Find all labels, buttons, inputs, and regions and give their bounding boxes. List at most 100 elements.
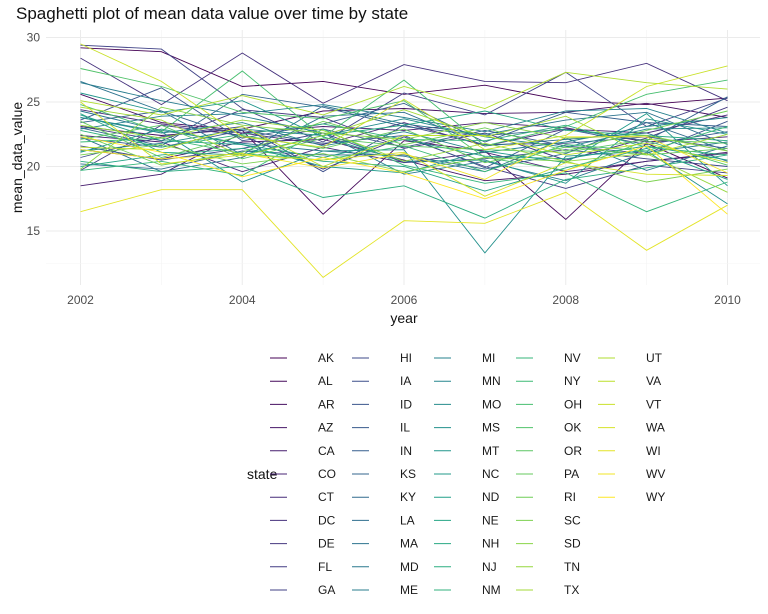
- legend-label: MN: [482, 374, 501, 388]
- legend-item-nc: NC: [434, 467, 500, 481]
- x-tick-label: 2004: [229, 293, 256, 307]
- legend-item-ar: AR: [270, 397, 335, 411]
- legend-item-mi: MI: [434, 351, 495, 365]
- legend-item-mn: MN: [434, 374, 501, 388]
- legend-label: IL: [400, 421, 410, 435]
- legend-label: DC: [318, 513, 336, 527]
- legend-item-ky: KY: [352, 490, 416, 504]
- series-line-ok: [80, 68, 728, 171]
- x-tick-label: 2002: [67, 293, 94, 307]
- legend-item-ny: NY: [516, 374, 581, 388]
- legend-item-il: IL: [352, 421, 410, 435]
- series-line-ga: [80, 44, 728, 143]
- series-line-nj: [80, 154, 728, 219]
- legend-item-mt: MT: [434, 444, 500, 458]
- legend-label: MD: [400, 560, 419, 574]
- series-line-mi: [80, 104, 728, 134]
- legend-item-nd: ND: [434, 490, 500, 504]
- legend-item-wy: WY: [598, 490, 665, 504]
- series-line-tx: [80, 106, 728, 157]
- legend-label: MO: [482, 397, 501, 411]
- legend-label: SD: [564, 537, 581, 551]
- legend-label: WV: [646, 467, 665, 481]
- legend-item-in: IN: [352, 444, 412, 458]
- legend-item-ga: GA: [270, 583, 335, 597]
- series-line-oh: [80, 70, 728, 147]
- legend-item-va: VA: [598, 374, 661, 388]
- legend-label: SC: [564, 513, 581, 527]
- y-tick-label: 25: [27, 95, 41, 109]
- legend-item-hi: HI: [352, 351, 412, 365]
- legend-item-pa: PA: [516, 467, 579, 481]
- series-line-dc: [80, 52, 728, 106]
- legend-label: RI: [564, 490, 576, 504]
- legend-item-az: AZ: [270, 421, 333, 435]
- legend-label: NC: [482, 467, 500, 481]
- legend-item-ks: KS: [352, 467, 416, 481]
- series-line-me: [80, 82, 728, 182]
- y-axis-label: mean_data_value: [9, 102, 25, 214]
- legend-item-vt: VT: [598, 397, 662, 411]
- series-line-pa: [80, 120, 728, 164]
- legend-label: HI: [400, 351, 412, 365]
- series-line-nh: [80, 110, 728, 156]
- legend-label: CT: [318, 490, 335, 504]
- legend-label: KS: [400, 467, 416, 481]
- legend-item-sd: SD: [516, 537, 581, 551]
- legend-label: IA: [400, 374, 411, 388]
- x-tick-label: 2010: [714, 293, 741, 307]
- legend-label: UT: [646, 351, 663, 365]
- legend-item-mo: MO: [434, 397, 501, 411]
- legend-item-md: MD: [352, 560, 419, 574]
- legend-item-me: ME: [352, 583, 418, 597]
- legend-label: CA: [318, 444, 335, 458]
- legend-label: FL: [318, 560, 332, 574]
- legend-label: GA: [318, 583, 335, 597]
- y-tick-label: 15: [27, 224, 41, 238]
- legend-item-id: ID: [352, 397, 412, 411]
- legend-title: state: [247, 466, 278, 482]
- y-tick-label: 30: [27, 31, 41, 45]
- axis-ticks: 2002 2004 2006 2008 2010 15 20 25 30: [27, 31, 742, 308]
- legend-item-or: OR: [516, 444, 582, 458]
- legend-label: MA: [400, 537, 418, 551]
- legend-label: OK: [564, 421, 581, 435]
- legend-label: AZ: [318, 421, 333, 435]
- series-line-ma: [80, 80, 728, 156]
- series-line-nv: [80, 128, 728, 213]
- legend-label: NM: [482, 583, 501, 597]
- series-line-or: [80, 124, 728, 160]
- legend-item-wv: WV: [598, 467, 665, 481]
- legend-item-al: AL: [270, 374, 333, 388]
- legend-item-ia: IA: [352, 374, 411, 388]
- legend-item-ms: MS: [434, 421, 500, 435]
- legend-label: WI: [646, 444, 661, 458]
- series-line-wy: [80, 136, 728, 215]
- legend-item-nj: NJ: [434, 560, 497, 574]
- legend-item-wi: WI: [598, 444, 661, 458]
- legend-item-ak: AK: [270, 351, 334, 365]
- series-line-ut: [80, 71, 728, 116]
- legend-label: KY: [400, 490, 416, 504]
- series-line-vt: [80, 43, 728, 151]
- legend-label: DE: [318, 537, 335, 551]
- legend-label: CO: [318, 467, 336, 481]
- legend-item-dc: DC: [270, 513, 336, 527]
- legend-label: IN: [400, 444, 412, 458]
- series-line-mo: [80, 118, 728, 152]
- legend-label: LA: [400, 513, 415, 527]
- legend-label: MT: [482, 444, 500, 458]
- series-line-de: [80, 106, 728, 161]
- legend-label: VT: [646, 397, 662, 411]
- legend-label: TN: [564, 560, 580, 574]
- legend-item-de: DE: [270, 537, 335, 551]
- legend-item-nh: NH: [434, 537, 499, 551]
- legend-item-fl: FL: [270, 560, 332, 574]
- legend: state AK AL AR AZ CA CO CT DC DE FL GA HI IA ID IL IN KS K…: [247, 351, 665, 597]
- legend-label: MI: [482, 351, 495, 365]
- series-line-mn: [80, 117, 728, 153]
- legend-label: AL: [318, 374, 333, 388]
- legend-item-tn: TN: [516, 560, 580, 574]
- series-lines: [80, 43, 728, 278]
